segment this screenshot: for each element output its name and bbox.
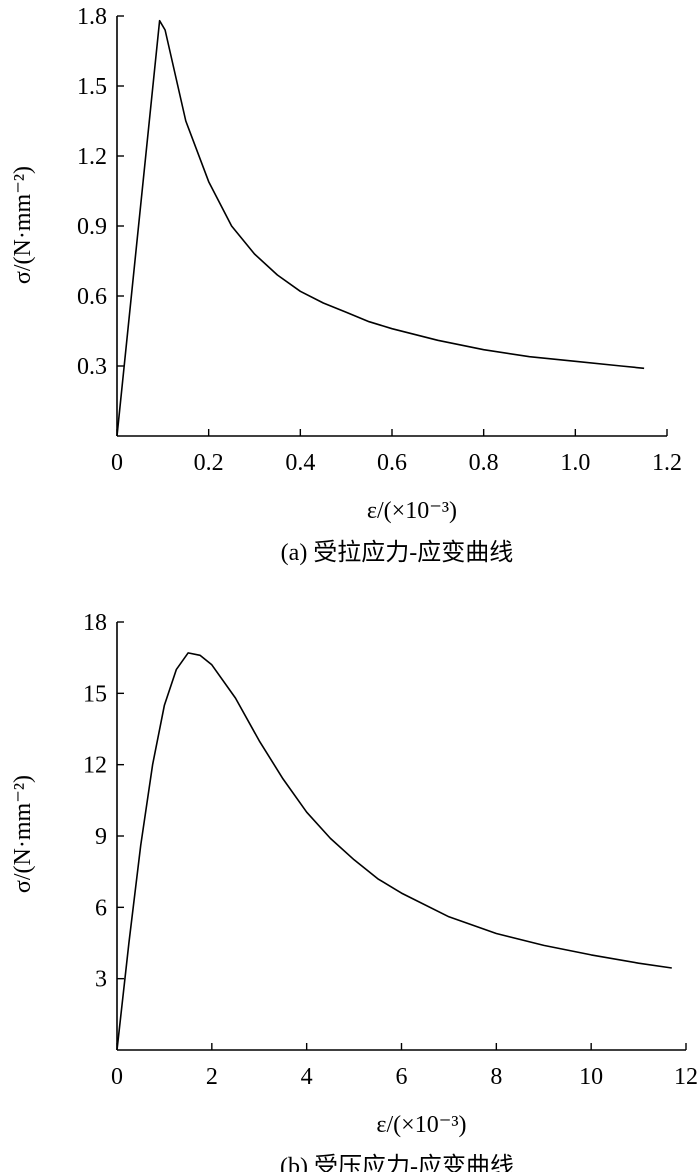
y-tick-label: 15: [83, 681, 107, 707]
x-tick-label: 1.0: [560, 450, 590, 476]
y-tick-label: 1.8: [77, 4, 107, 30]
chart-panel-tension: 0 0.2 0.4 0.6 0.8 1.0 1.2 0.3 0.6 0.9 1.2 1.5 1.8 σ/(…: [10, 4, 682, 566]
stress-strain-curve: [116, 19, 645, 437]
y-tick-label: 6: [95, 895, 107, 921]
x-tick-label: 0: [111, 450, 123, 476]
y-axis-label: σ/(N·mm⁻²): [10, 166, 36, 284]
chart-panel-compression: 0 2 4 6 8 10 12 3 6 9 12 15 18 σ/(N·mm⁻²) ε/(×10⁻³) (b)…: [0, 586, 700, 1172]
x-axis-label: ε/(×10⁻³): [376, 1112, 466, 1138]
x-tick-label: 10: [579, 1064, 603, 1090]
figure-caption: (b) 受压应力-应变曲线: [280, 1153, 514, 1172]
y-tick-label: 1.5: [77, 74, 107, 100]
x-tick-label: 0.2: [194, 450, 224, 476]
tension-chart: 0 0.2 0.4 0.6 0.8 1.0 1.2 0.3 0.6 0.9 1.2 1.5 1.8 σ/(…: [10, 4, 682, 566]
y-tick-label: 0.3: [77, 354, 107, 380]
y-tick-label: 12: [83, 753, 107, 779]
x-tick-label: 8: [490, 1064, 502, 1090]
x-tick-label: 12: [674, 1064, 698, 1090]
stress-strain-curve: [116, 652, 672, 1051]
y-tick-label: 1.2: [77, 144, 107, 170]
x-tick-label: 0.4: [285, 450, 315, 476]
x-tick-label: 4: [301, 1064, 313, 1090]
y-tick-label: 0.9: [77, 214, 107, 240]
x-tick-label: 0.6: [377, 450, 407, 476]
figure-caption: (a) 受拉应力-应变曲线: [281, 539, 514, 566]
x-tick-label: 0: [111, 1064, 123, 1090]
y-tick-label: 3: [95, 967, 107, 993]
y-tick-label: 18: [83, 610, 107, 636]
y-axis-label: σ/(N·mm⁻²): [10, 775, 36, 893]
compression-chart: 0 2 4 6 8 10 12 3 6 9 12 15 18 σ/(N·mm⁻²) ε/(×10⁻³) (b)…: [10, 610, 698, 1172]
x-axis-label: ε/(×10⁻³): [367, 498, 457, 524]
x-tick-label: 1.2: [652, 450, 682, 476]
x-tick-label: 0.8: [469, 450, 499, 476]
x-tick-label: 6: [396, 1064, 408, 1090]
y-tick-label: 0.6: [77, 284, 107, 310]
x-tick-label: 2: [206, 1064, 218, 1090]
y-tick-label: 9: [95, 824, 107, 850]
